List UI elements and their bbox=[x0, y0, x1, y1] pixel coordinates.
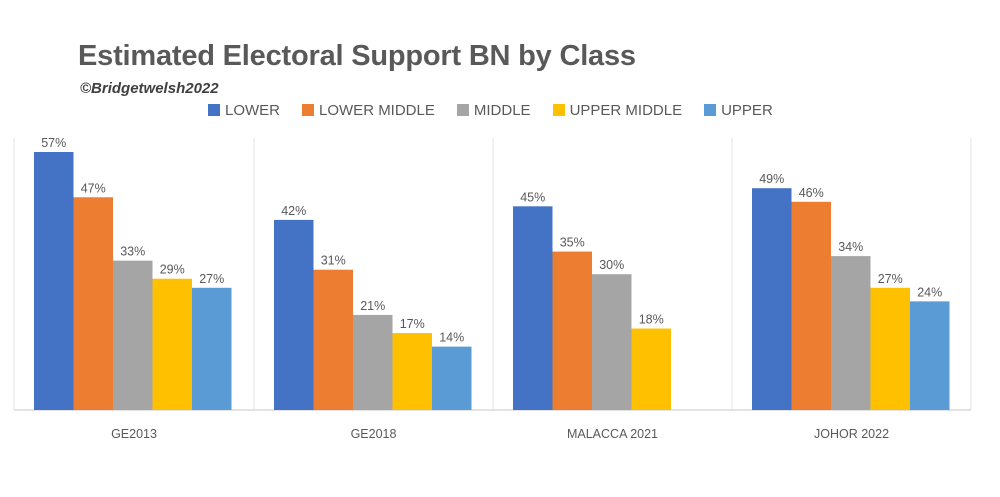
legend-label: UPPER MIDDLE bbox=[569, 101, 683, 119]
legend-swatch bbox=[704, 104, 717, 116]
bar bbox=[274, 219, 314, 410]
legend-swatch bbox=[208, 104, 220, 116]
category-label: MALACCA 2021 bbox=[567, 427, 658, 441]
bar bbox=[313, 269, 353, 410]
data-label: 31% bbox=[321, 254, 346, 268]
chart-legend: LOWER LOWER MIDDLE MIDDLE UPPER MIDDLE UPPER bbox=[208, 100, 795, 120]
legend-swatch bbox=[302, 104, 315, 116]
data-label: 49% bbox=[759, 172, 784, 186]
data-label: 18% bbox=[639, 313, 664, 327]
bar bbox=[513, 206, 553, 410]
data-label: 21% bbox=[360, 299, 385, 313]
legend-item: LOWER bbox=[208, 102, 280, 119]
data-label: 27% bbox=[199, 272, 224, 286]
legend-label: LOWER bbox=[225, 101, 281, 119]
data-label: 17% bbox=[400, 317, 425, 331]
legend-item: LOWER MIDDLE bbox=[302, 102, 435, 119]
category-label: GE2013 bbox=[111, 427, 157, 441]
data-label: 27% bbox=[878, 272, 903, 286]
chart-credit: ©Bridgetwelsh2022 bbox=[80, 80, 219, 97]
bar bbox=[831, 256, 871, 410]
bar bbox=[192, 287, 232, 410]
data-label: 14% bbox=[439, 331, 464, 345]
category-label: GE2018 bbox=[351, 427, 397, 441]
bar bbox=[34, 152, 74, 410]
data-label: 42% bbox=[281, 204, 306, 218]
bar bbox=[392, 333, 432, 410]
bar bbox=[113, 260, 153, 410]
data-label: 45% bbox=[520, 190, 545, 204]
bar bbox=[152, 278, 192, 410]
data-label: 46% bbox=[799, 186, 824, 200]
bar bbox=[752, 188, 792, 410]
bar bbox=[73, 197, 113, 410]
data-label: 35% bbox=[560, 236, 585, 250]
bar bbox=[791, 201, 831, 410]
data-label: 29% bbox=[160, 263, 185, 277]
data-label: 30% bbox=[599, 258, 624, 272]
bar bbox=[353, 314, 393, 410]
data-label: 33% bbox=[120, 245, 145, 259]
bar bbox=[552, 251, 592, 410]
bar bbox=[592, 274, 632, 410]
legend-swatch bbox=[552, 104, 565, 116]
chart-title: Estimated Electoral Support BN by Class bbox=[78, 40, 636, 72]
category-label: JOHOR 2022 bbox=[814, 427, 889, 441]
data-label: 34% bbox=[838, 240, 863, 254]
legend-item: UPPER bbox=[704, 102, 773, 119]
data-label: 57% bbox=[41, 136, 66, 150]
bar bbox=[432, 346, 472, 410]
legend-label: MIDDLE bbox=[473, 101, 531, 119]
bar bbox=[910, 301, 950, 410]
data-label: 24% bbox=[917, 285, 942, 299]
data-label: 47% bbox=[81, 181, 106, 195]
legend-item: UPPER MIDDLE bbox=[552, 101, 683, 119]
bar bbox=[870, 287, 910, 410]
bar bbox=[631, 328, 671, 410]
legend-item: MIDDLE bbox=[456, 101, 531, 119]
legend-swatch bbox=[456, 104, 469, 116]
legend-label: UPPER bbox=[721, 101, 773, 119]
legend-label: LOWER MIDDLE bbox=[319, 101, 435, 119]
